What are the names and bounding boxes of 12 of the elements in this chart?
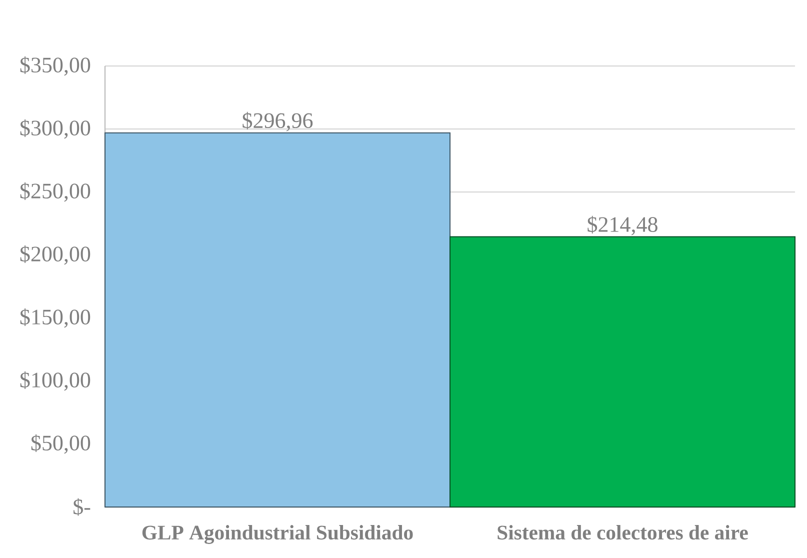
data-label: $214,48 — [588, 216, 658, 236]
y-tick-label: $350,00 — [20, 56, 90, 76]
x-tick-label: Sistema de colectores de aire — [498, 525, 748, 540]
y-tick-label: $200,00 — [20, 245, 90, 265]
y-tick-label: $- — [74, 498, 90, 516]
data-label: $296,96 — [242, 112, 313, 132]
y-tick-label: $100,00 — [20, 371, 90, 391]
y-tick-label: $50,00 — [31, 434, 90, 454]
y-tick-label: $150,00 — [20, 308, 90, 328]
y-tick-label: $300,00 — [20, 119, 90, 139]
x-tick-label: GLP Agoindustrial Subsidiado — [142, 525, 413, 544]
y-tick-label: $250,00 — [20, 182, 90, 202]
